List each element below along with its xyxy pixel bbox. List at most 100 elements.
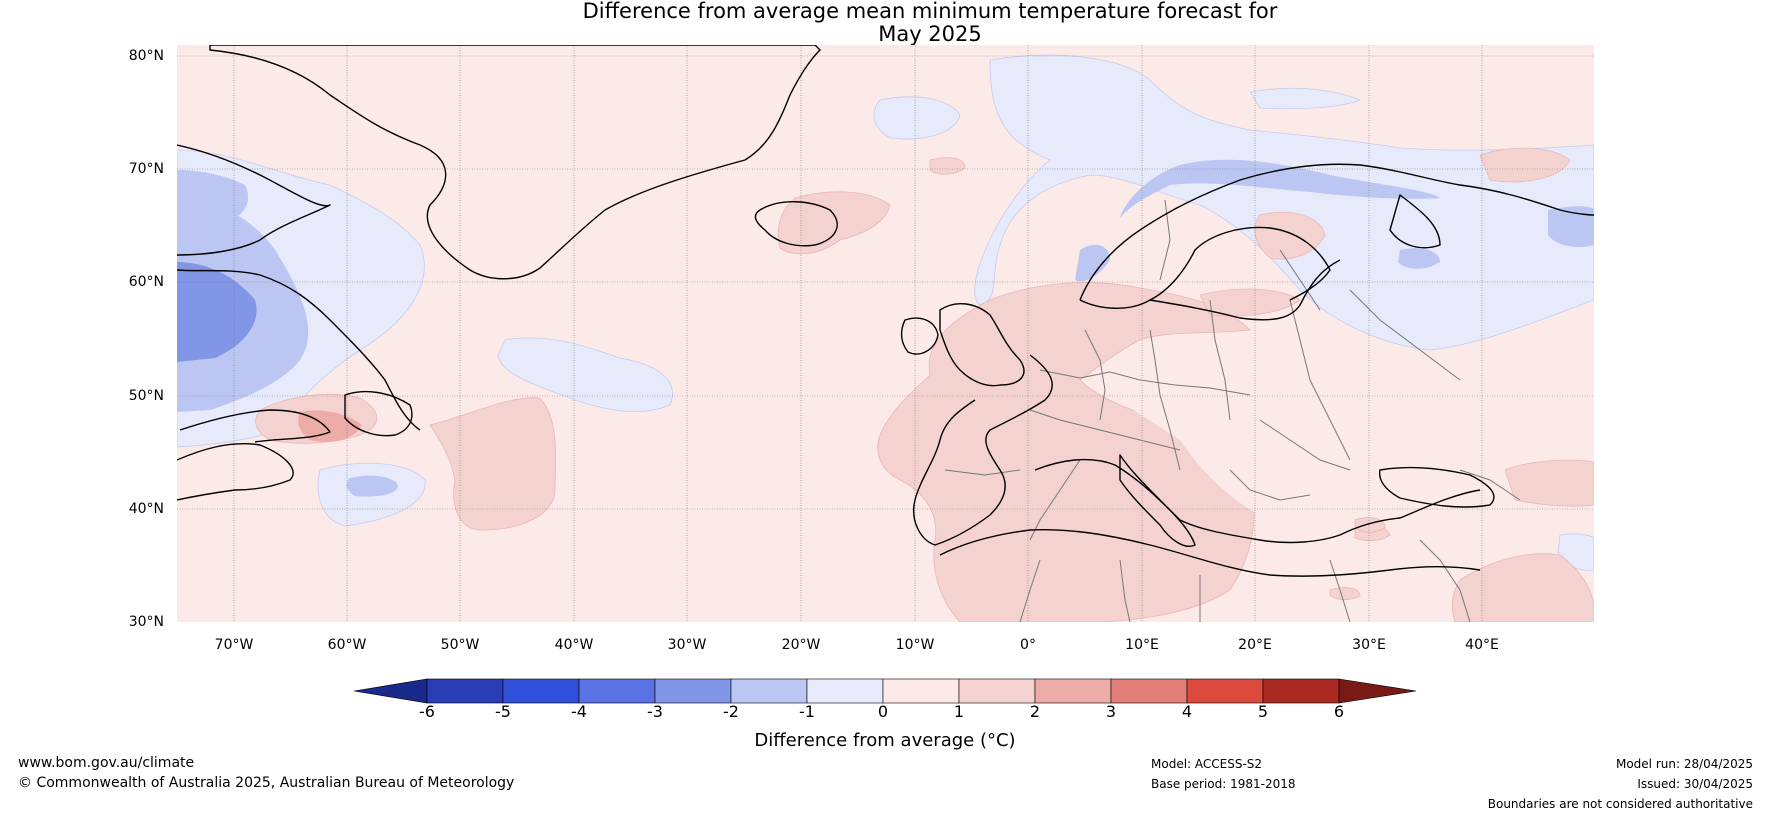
colorbar-tick: -3 <box>647 702 663 721</box>
anomaly-region-west-atlantic <box>429 397 556 531</box>
colorbar-tick: 5 <box>1257 702 1269 721</box>
website-link[interactable]: www.bom.gov.au/climate <box>18 755 195 771</box>
colorbar-segment <box>1034 678 1112 704</box>
lat-label: 30°N <box>128 614 164 630</box>
colorbar-segment <box>958 678 1036 704</box>
title-line-2: May 2025 <box>878 22 982 46</box>
coast-iberia-france <box>913 354 1053 546</box>
colorbar-extend-max <box>1338 678 1417 704</box>
title-line-1: Difference from average mean minimum tem… <box>582 0 1278 23</box>
colorbar-tick: -5 <box>495 702 511 721</box>
lon-label: 0° <box>1020 637 1036 653</box>
anomaly-region-kola <box>1398 248 1440 269</box>
coast-iceland <box>754 201 838 247</box>
colorbar-tick: 4 <box>1181 702 1193 721</box>
country-borders <box>944 199 1521 622</box>
coast-labrador <box>177 269 421 431</box>
lon-label: 30°W <box>667 637 707 653</box>
colorbar-segment <box>578 678 656 704</box>
map-gridlines <box>177 45 1594 622</box>
anomaly-region-iceland <box>777 191 891 255</box>
colorbar-segment <box>502 678 580 704</box>
colorbar-segment <box>806 678 884 704</box>
anomaly-region-greenland-sea <box>873 96 961 140</box>
model-name: Model: ACCESS-S2 <box>1151 757 1263 771</box>
lat-label: 70°N <box>128 161 164 177</box>
anomaly-region-north-cap <box>1249 87 1362 110</box>
coast-north-america-east <box>177 442 294 501</box>
lon-label: 40°W <box>554 637 594 653</box>
model-run-date: Model run: 28/04/2025 <box>1615 757 1753 771</box>
lat-label: 60°N <box>128 274 164 290</box>
colorbar-tick: 6 <box>1333 702 1345 721</box>
colorbar-segment <box>730 678 808 704</box>
colorbar <box>353 678 1417 704</box>
colorbar-tick: 1 <box>953 702 965 721</box>
colorbar-tick: 0 <box>877 702 889 721</box>
lat-label: 80°N <box>128 48 164 64</box>
colorbar-segment <box>1110 678 1188 704</box>
issued-date: Issued: 30/04/2025 <box>1637 777 1753 791</box>
colorbar-segment <box>426 678 504 704</box>
colorbar-tick: -1 <box>799 702 815 721</box>
colorbar-segment <box>654 678 732 704</box>
coast-british-isles <box>939 303 1025 387</box>
lon-label: 20°E <box>1238 637 1272 653</box>
coast-norway-sweden-south <box>1079 226 1331 309</box>
colorbar-tick: 3 <box>1105 702 1117 721</box>
coastlines <box>177 45 1594 577</box>
colorbar-tick: -2 <box>723 702 739 721</box>
map-area <box>177 45 1594 622</box>
anomaly-region-scandinavia-west <box>1075 244 1110 282</box>
colorbar-label: Difference from average (°C) <box>754 730 1016 751</box>
colorbar-tick: -6 <box>419 702 435 721</box>
anomaly-region-aegean <box>1354 517 1386 533</box>
lon-label: 30°E <box>1352 637 1386 653</box>
coast-newfoundland <box>344 390 413 437</box>
anomaly-region-norway-coast <box>1120 159 1440 218</box>
coast-white-sea <box>1389 194 1441 249</box>
anomaly-region-egypt <box>1329 587 1361 601</box>
anomaly-region-middle-east <box>1451 553 1594 622</box>
anomaly-region-northwest-russia <box>1479 147 1571 183</box>
lat-label: 50°N <box>128 388 164 404</box>
colorbar-segment <box>1262 678 1340 704</box>
colorbar-extend-min <box>353 678 428 704</box>
coast-baffin <box>177 144 331 256</box>
coast-baltic <box>1149 259 1341 321</box>
lon-label: 50°W <box>440 637 480 653</box>
coast-gulf-st-lawrence <box>179 409 331 443</box>
coast-mediterranean-north <box>1034 458 1481 544</box>
anomaly-region-turkey <box>1504 459 1594 507</box>
coast-italy <box>1119 454 1196 547</box>
lon-label: 10°W <box>895 637 935 653</box>
anomaly-region-hudson <box>177 170 249 230</box>
coast-black-sea <box>1378 466 1495 508</box>
anomaly-region-central-atlantic <box>497 337 673 412</box>
anomaly-region-scandinavia <box>1254 212 1326 260</box>
lon-label: 70°W <box>214 637 254 653</box>
anomaly-region-western-europe <box>877 282 1255 622</box>
chart-title: Difference from average mean minimum tem… <box>0 0 1770 46</box>
boundaries-disclaimer: Boundaries are not considered authoritat… <box>1487 797 1753 811</box>
lon-label: 10°E <box>1125 637 1159 653</box>
anomaly-region-central-europe-lighter <box>1100 369 1490 527</box>
coast-scandinavia <box>1079 163 1594 301</box>
anomaly-region-ural <box>1548 206 1594 247</box>
anomaly-region-north-greenland-sea <box>929 157 966 175</box>
lon-label: 40°E <box>1465 637 1499 653</box>
colorbar-segment <box>882 678 960 704</box>
anomaly-region-labrador-core <box>177 262 257 362</box>
colorbar-tick: -4 <box>571 702 587 721</box>
coast-ireland <box>900 317 939 355</box>
lon-label: 60°W <box>327 637 367 653</box>
coast-north-africa <box>939 528 1481 577</box>
coast-greenland <box>209 45 821 280</box>
lat-label: 40°N <box>128 501 164 517</box>
anomaly-region-newfoundland-core <box>346 475 398 497</box>
colorbar-segment <box>1186 678 1264 704</box>
base-period: Base period: 1981-2018 <box>1151 777 1296 791</box>
colorbar-tick: 2 <box>1029 702 1041 721</box>
copyright-text: © Commonwealth of Australia 2025, Austra… <box>18 775 515 791</box>
